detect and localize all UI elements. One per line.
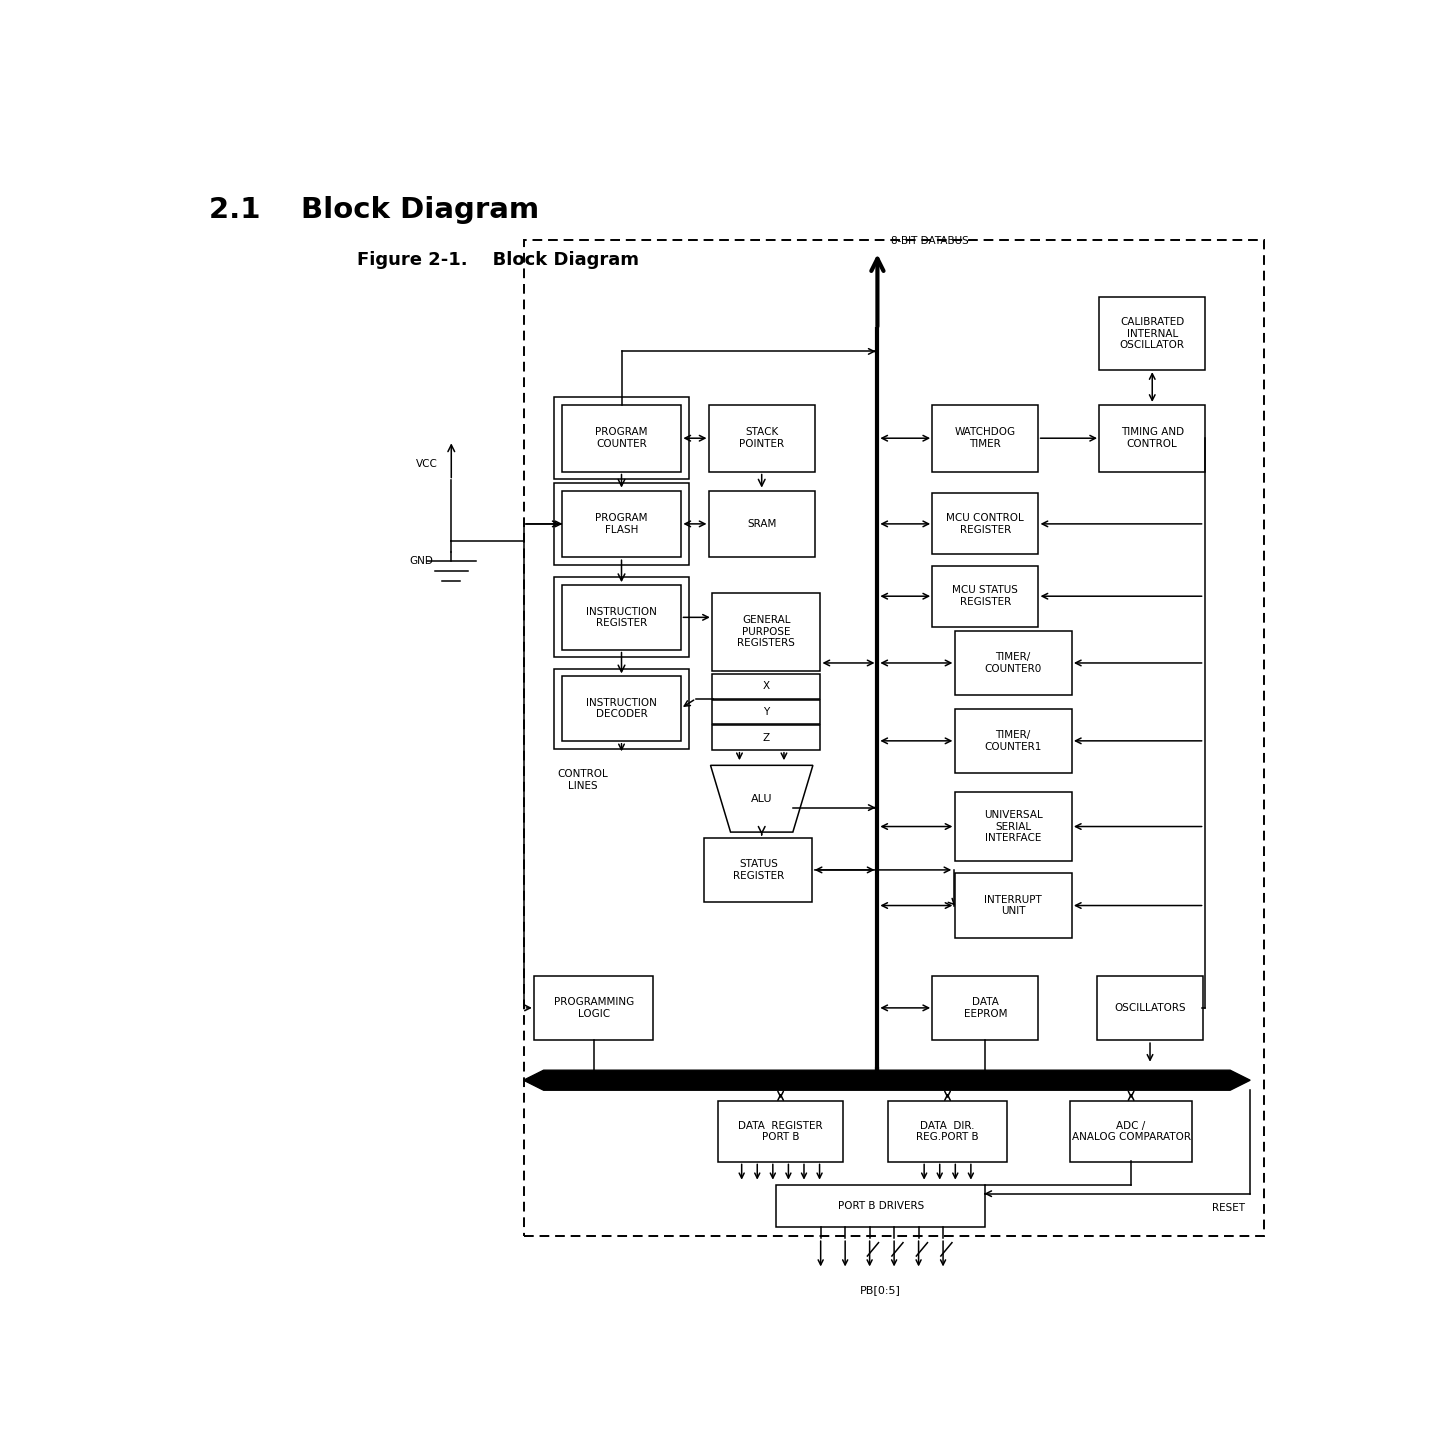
Bar (535, 975, 653, 1040)
Bar (955, 792, 1072, 861)
Bar (932, 565, 1038, 627)
Text: 8-BIT DATABUS: 8-BIT DATABUS (890, 236, 968, 246)
Bar (1097, 975, 1202, 1040)
Bar (718, 1101, 842, 1162)
Bar (562, 585, 681, 650)
Bar (523, 240, 1263, 1235)
Text: CONTROL
LINES: CONTROL LINES (558, 769, 608, 790)
Text: DATA
EEPROM: DATA EEPROM (964, 997, 1007, 1019)
Text: TIMER/
COUNTER1: TIMER/ COUNTER1 (984, 730, 1042, 751)
Text: UNIVERSAL
SERIAL
INTERFACE: UNIVERSAL SERIAL INTERFACE (984, 811, 1042, 842)
Bar (709, 490, 815, 558)
Bar (712, 592, 821, 670)
Text: TIMING AND
CONTROL: TIMING AND CONTROL (1121, 428, 1183, 449)
Bar (712, 725, 821, 750)
Text: Figure 2-1.    Block Diagram: Figure 2-1. Block Diagram (357, 251, 639, 269)
Text: PROGRAM
FLASH: PROGRAM FLASH (595, 513, 647, 535)
Text: MCU STATUS
REGISTER: MCU STATUS REGISTER (952, 585, 1019, 607)
Bar (555, 397, 689, 480)
Bar (555, 483, 689, 565)
Text: Z: Z (763, 733, 770, 743)
Text: TIMER/
COUNTER0: TIMER/ COUNTER0 (984, 652, 1042, 673)
Bar (932, 975, 1038, 1040)
Bar (1100, 405, 1205, 471)
Text: PROGRAMMING
LOGIC: PROGRAMMING LOGIC (553, 997, 634, 1019)
Text: PB[0:5]: PB[0:5] (860, 1285, 902, 1295)
Bar (1100, 298, 1205, 370)
Text: RESET: RESET (1211, 1202, 1244, 1212)
Text: INTERRUPT
UNIT: INTERRUPT UNIT (984, 894, 1042, 916)
Text: INSTRUCTION
DECODER: INSTRUCTION DECODER (587, 698, 657, 720)
Bar (1069, 1101, 1192, 1162)
Text: OSCILLATORS: OSCILLATORS (1114, 1003, 1186, 1013)
Bar (712, 673, 821, 698)
Text: 2.1    Block Diagram: 2.1 Block Diagram (208, 195, 539, 224)
Text: ALU: ALU (751, 793, 773, 803)
Bar (776, 1185, 985, 1227)
Text: SRAM: SRAM (747, 519, 776, 529)
Bar (955, 630, 1072, 695)
Text: STACK
POINTER: STACK POINTER (740, 428, 785, 449)
Bar (562, 676, 681, 741)
Bar (932, 493, 1038, 555)
Text: PROGRAM
COUNTER: PROGRAM COUNTER (595, 428, 647, 449)
Bar (955, 873, 1072, 938)
Text: ADC /
ANALOG COMPARATOR: ADC / ANALOG COMPARATOR (1072, 1120, 1191, 1142)
Bar (704, 838, 812, 902)
Polygon shape (523, 1071, 1250, 1090)
Text: DATA  DIR.
REG.PORT B: DATA DIR. REG.PORT B (916, 1120, 978, 1142)
Text: VCC: VCC (416, 460, 438, 470)
Bar (955, 708, 1072, 773)
Text: DATA  REGISTER
PORT B: DATA REGISTER PORT B (738, 1120, 824, 1142)
Polygon shape (711, 766, 814, 832)
Text: GENERAL
PURPOSE
REGISTERS: GENERAL PURPOSE REGISTERS (737, 616, 795, 649)
Text: X: X (763, 682, 770, 691)
Text: GND: GND (409, 556, 433, 566)
Bar (562, 490, 681, 558)
Text: INSTRUCTION
REGISTER: INSTRUCTION REGISTER (587, 607, 657, 629)
Bar (712, 699, 821, 724)
Text: WATCHDOG
TIMER: WATCHDOG TIMER (955, 428, 1016, 449)
Bar (555, 578, 689, 657)
Text: MCU CONTROL
REGISTER: MCU CONTROL REGISTER (946, 513, 1025, 535)
Bar (562, 405, 681, 471)
Text: Y: Y (763, 707, 769, 717)
Bar (889, 1101, 1007, 1162)
Text: CALIBRATED
INTERNAL
OSCILLATOR: CALIBRATED INTERNAL OSCILLATOR (1120, 316, 1185, 350)
Text: PORT B DRIVERS: PORT B DRIVERS (838, 1201, 923, 1211)
Bar (555, 669, 689, 749)
Text: STATUS
REGISTER: STATUS REGISTER (733, 860, 785, 880)
Bar (932, 405, 1038, 471)
Bar (709, 405, 815, 471)
